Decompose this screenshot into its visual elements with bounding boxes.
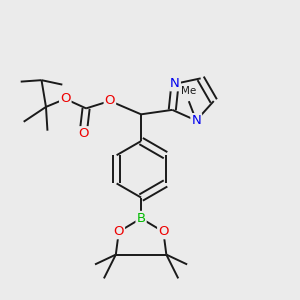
Text: N: N [191,114,201,127]
Text: B: B [136,212,146,225]
Text: O: O [158,225,169,238]
Text: O: O [78,127,88,140]
Text: O: O [105,94,115,107]
Text: Me: Me [181,86,196,96]
Text: O: O [60,92,70,105]
Text: O: O [113,225,124,238]
Text: N: N [170,77,180,90]
